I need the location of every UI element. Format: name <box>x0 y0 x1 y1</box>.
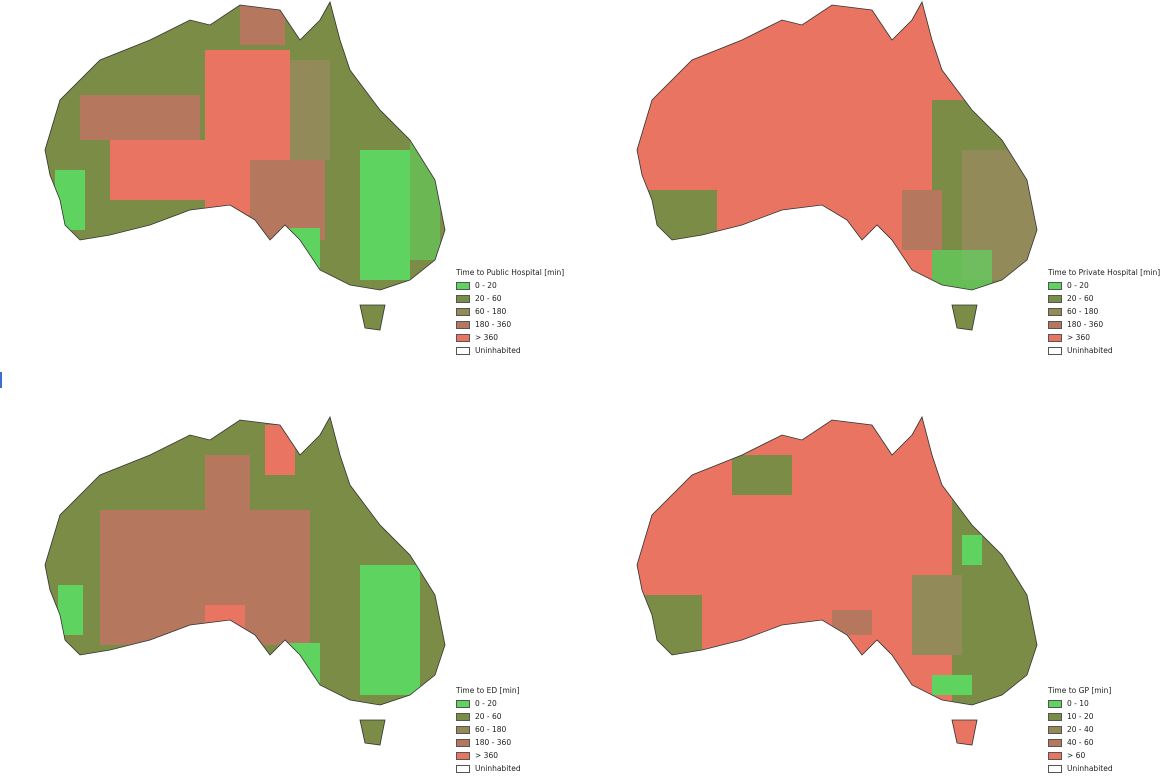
legend-label: 20 - 60 <box>475 294 502 303</box>
legend-label: 180 - 360 <box>475 320 512 329</box>
legend-swatch <box>1048 699 1062 708</box>
legend-label: 0 - 10 <box>1067 699 1089 708</box>
legend-item: > 360 <box>456 749 521 762</box>
legend-label: 60 - 180 <box>1067 307 1099 316</box>
legend-swatch <box>1048 320 1062 329</box>
legend-swatch <box>456 294 470 303</box>
legend-item: Uninhabited <box>456 344 564 357</box>
legend-label: > 360 <box>475 751 498 760</box>
legend: Time to Private Hospital [min] 0 - 20 20 -… <box>1048 266 1160 357</box>
legend-swatch <box>456 725 470 734</box>
legend-swatch <box>456 764 470 773</box>
legend-swatch <box>1048 725 1062 734</box>
legend-item: 60 - 180 <box>1048 305 1160 318</box>
legend-item: Uninhabited <box>1048 762 1113 775</box>
legend-swatch <box>456 346 470 355</box>
legend-title: Time to Private Hospital [min] <box>1048 268 1161 277</box>
legend-swatch <box>1048 764 1062 773</box>
legend-swatch <box>1048 738 1062 747</box>
legend-label: 40 - 60 <box>1067 738 1094 747</box>
legend-label: 180 - 360 <box>1067 320 1104 329</box>
legend-item: 20 - 60 <box>456 292 564 305</box>
legend-label: > 60 <box>1067 751 1086 760</box>
legend-swatch <box>1048 294 1062 303</box>
legend-swatch <box>1048 281 1062 290</box>
map-gp <box>636 416 1038 746</box>
legend-item: 0 - 20 <box>456 279 564 292</box>
legend-label: 0 - 20 <box>475 281 497 290</box>
legend-label: Uninhabited <box>1067 764 1113 773</box>
edge-mark <box>0 372 2 388</box>
legend-item: > 360 <box>456 331 564 344</box>
legend-item: 20 - 60 <box>456 710 521 723</box>
legend-swatch <box>456 320 470 329</box>
legend-swatch <box>1048 712 1062 721</box>
legend-label: 60 - 180 <box>475 307 507 316</box>
legend-swatch <box>456 281 470 290</box>
legend-label: Uninhabited <box>1067 346 1113 355</box>
map-private-hospital <box>636 1 1038 331</box>
legend-item: > 360 <box>1048 331 1160 344</box>
legend-item: 0 - 10 <box>1048 697 1113 710</box>
legend-label: 20 - 60 <box>475 712 502 721</box>
legend-label: 20 - 60 <box>1067 294 1094 303</box>
legend-item: 60 - 180 <box>456 305 564 318</box>
legend-swatch <box>456 307 470 316</box>
legend-swatch <box>456 699 470 708</box>
legend-swatch <box>456 333 470 342</box>
legend-swatch <box>456 751 470 760</box>
legend-swatch <box>456 738 470 747</box>
legend-label: 180 - 360 <box>475 738 512 747</box>
legend-item: Uninhabited <box>456 762 521 775</box>
legend-label: 20 - 40 <box>1067 725 1094 734</box>
legend-label: > 360 <box>475 333 498 342</box>
legend-item: 0 - 20 <box>456 697 521 710</box>
legend-label: 60 - 180 <box>475 725 507 734</box>
legend-item: 180 - 360 <box>456 736 521 749</box>
map-public-hospital <box>44 1 446 331</box>
legend-label: Uninhabited <box>475 764 521 773</box>
legend-swatch <box>456 712 470 721</box>
legend-label: 0 - 20 <box>475 699 497 708</box>
legend-label: 10 - 20 <box>1067 712 1094 721</box>
legend-swatch <box>1048 346 1062 355</box>
legend-item: 180 - 360 <box>456 318 564 331</box>
legend-title: Time to ED [min] <box>456 686 520 695</box>
legend-item: 180 - 360 <box>1048 318 1160 331</box>
legend: Time to ED [min] 0 - 20 20 - 60 60 - 180 180… <box>456 684 521 775</box>
legend-item: 0 - 20 <box>1048 279 1160 292</box>
legend-item: 40 - 60 <box>1048 736 1113 749</box>
legend-title: Time to GP [min] <box>1048 686 1112 695</box>
legend-swatch <box>1048 751 1062 760</box>
legend: Time to Public Hospital [min] 0 - 20 20 - … <box>456 266 564 357</box>
legend-label: Uninhabited <box>475 346 521 355</box>
legend-item: 20 - 40 <box>1048 723 1113 736</box>
map-ed <box>44 416 446 746</box>
legend: Time to GP [min] 0 - 10 10 - 20 20 - 40 40 -… <box>1048 684 1113 775</box>
legend-item: 60 - 180 <box>456 723 521 736</box>
legend-item: 10 - 20 <box>1048 710 1113 723</box>
legend-item: Uninhabited <box>1048 344 1160 357</box>
legend-item: 20 - 60 <box>1048 292 1160 305</box>
legend-swatch <box>1048 333 1062 342</box>
legend-label: 0 - 20 <box>1067 281 1089 290</box>
legend-swatch <box>1048 307 1062 316</box>
legend-label: > 360 <box>1067 333 1090 342</box>
legend-title: Time to Public Hospital [min] <box>456 268 565 277</box>
legend-item: > 60 <box>1048 749 1113 762</box>
